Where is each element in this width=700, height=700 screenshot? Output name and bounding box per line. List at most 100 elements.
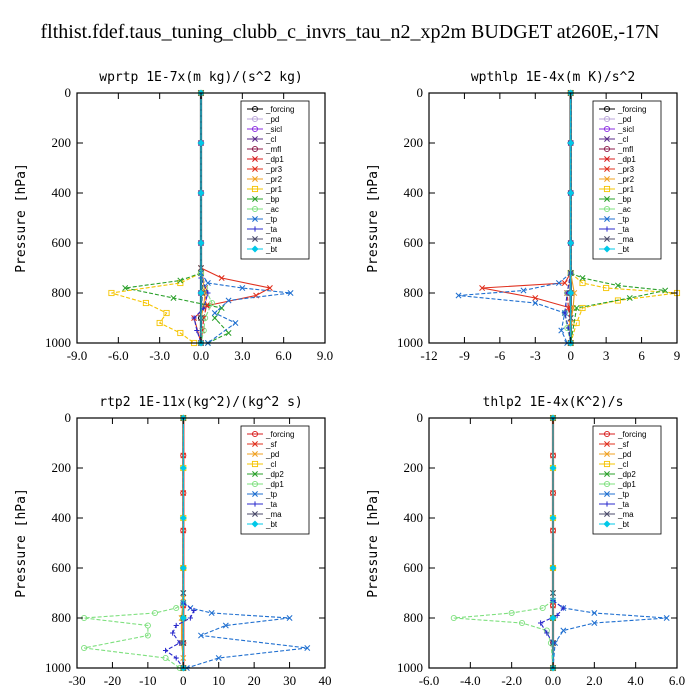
point bbox=[604, 501, 610, 507]
legend-entry: _sicl bbox=[599, 125, 634, 134]
series-ta bbox=[162, 600, 197, 671]
legend-label: _bp bbox=[617, 195, 632, 204]
legend: _forcing_sf_pd_cl_dp2_dp1_tp_ta_ma_bt bbox=[592, 425, 662, 535]
x-tick-label: -30 bbox=[68, 673, 85, 688]
point bbox=[560, 605, 566, 611]
legend-entry: _bt bbox=[599, 245, 630, 254]
point bbox=[144, 632, 151, 639]
legend-label: _pd bbox=[617, 115, 631, 124]
y-tick-label: 200 bbox=[404, 460, 424, 475]
point bbox=[251, 520, 259, 528]
legend-label: _dp1 bbox=[265, 480, 284, 489]
point bbox=[252, 216, 258, 222]
point bbox=[225, 330, 232, 336]
point bbox=[177, 640, 183, 646]
point bbox=[479, 285, 486, 291]
point bbox=[567, 189, 575, 197]
point bbox=[162, 647, 169, 654]
y-axis-label: Pressure [hPa] bbox=[14, 488, 29, 598]
legend-entry: _ma bbox=[247, 235, 282, 244]
legend-entry: _forcing bbox=[247, 105, 294, 114]
legend-label: _bp bbox=[265, 195, 280, 204]
point bbox=[604, 226, 610, 232]
point bbox=[579, 279, 586, 287]
point bbox=[604, 176, 610, 182]
point bbox=[202, 314, 209, 322]
series-line bbox=[164, 602, 195, 669]
y-tick-label: 600 bbox=[52, 235, 72, 250]
legend-entry: _pr1 bbox=[247, 185, 283, 194]
y-tick-label: 800 bbox=[404, 610, 424, 625]
legend-entry: _dp2 bbox=[599, 470, 636, 479]
point bbox=[573, 305, 580, 311]
point bbox=[663, 615, 670, 621]
point bbox=[603, 480, 611, 488]
x-tick-label: 0.0 bbox=[193, 348, 209, 363]
x-tick-label: 0 bbox=[567, 348, 574, 363]
point bbox=[604, 196, 610, 202]
point bbox=[173, 604, 180, 612]
series-line bbox=[481, 93, 572, 343]
legend-label: _pr2 bbox=[617, 175, 635, 184]
point bbox=[591, 620, 598, 626]
legend-label: _cl bbox=[617, 135, 628, 144]
x-tick-label: -20 bbox=[104, 673, 121, 688]
legend-label: _cl bbox=[265, 135, 276, 144]
y-tick-label: 400 bbox=[52, 185, 72, 200]
y-tick-label: 600 bbox=[404, 235, 424, 250]
x-tick-label: -9.0 bbox=[67, 348, 88, 363]
legend-label: _tp bbox=[265, 215, 278, 224]
legend-entry: _dp2 bbox=[247, 470, 284, 479]
point bbox=[555, 280, 562, 286]
point bbox=[603, 284, 610, 292]
point bbox=[604, 156, 610, 162]
legend-entry: _pd bbox=[599, 115, 631, 124]
point bbox=[252, 511, 258, 517]
point bbox=[455, 292, 462, 299]
point bbox=[201, 305, 207, 311]
point bbox=[604, 471, 610, 477]
y-tick-label: 1000 bbox=[397, 335, 423, 350]
point bbox=[179, 464, 187, 472]
point bbox=[252, 236, 258, 242]
legend-entry: _ta bbox=[599, 225, 630, 234]
point bbox=[450, 614, 457, 622]
point bbox=[549, 514, 557, 522]
legend-box bbox=[240, 100, 310, 260]
x-tick-label: -2.0 bbox=[501, 673, 522, 688]
point bbox=[200, 315, 207, 321]
point bbox=[187, 615, 193, 621]
point bbox=[567, 139, 575, 147]
point bbox=[251, 480, 259, 488]
point bbox=[215, 655, 222, 661]
point bbox=[544, 630, 550, 636]
point bbox=[286, 615, 293, 621]
legend-entry: _pd bbox=[247, 450, 279, 459]
legend-label: _sicl bbox=[617, 125, 634, 134]
point bbox=[222, 622, 229, 629]
point bbox=[508, 609, 515, 617]
point bbox=[603, 185, 611, 193]
legend-entry: _bt bbox=[599, 520, 630, 529]
legend-label: _ac bbox=[617, 205, 631, 214]
legend-label: _sicl bbox=[265, 125, 282, 134]
point bbox=[604, 136, 610, 142]
point bbox=[520, 287, 527, 294]
series-tp bbox=[180, 600, 311, 671]
x-tick-label: 30 bbox=[283, 673, 296, 688]
series-line bbox=[182, 602, 308, 669]
point bbox=[603, 145, 611, 153]
legend-box bbox=[592, 100, 662, 260]
legend-entry: _ma bbox=[247, 510, 282, 519]
y-tick-label: 1000 bbox=[45, 335, 71, 350]
legend-entry: _forcing bbox=[247, 430, 294, 439]
point bbox=[251, 245, 259, 253]
legend-entry: _cl bbox=[599, 460, 628, 469]
y-tick-label: 1000 bbox=[45, 660, 71, 675]
legend-entry: _ta bbox=[247, 500, 278, 509]
point bbox=[173, 622, 179, 629]
y-axis-label: Pressure [hPa] bbox=[366, 163, 381, 273]
y-tick-label: 0 bbox=[417, 85, 424, 100]
legend-entry: _pr2 bbox=[247, 175, 283, 184]
legend-entry: _mfl bbox=[599, 145, 633, 154]
